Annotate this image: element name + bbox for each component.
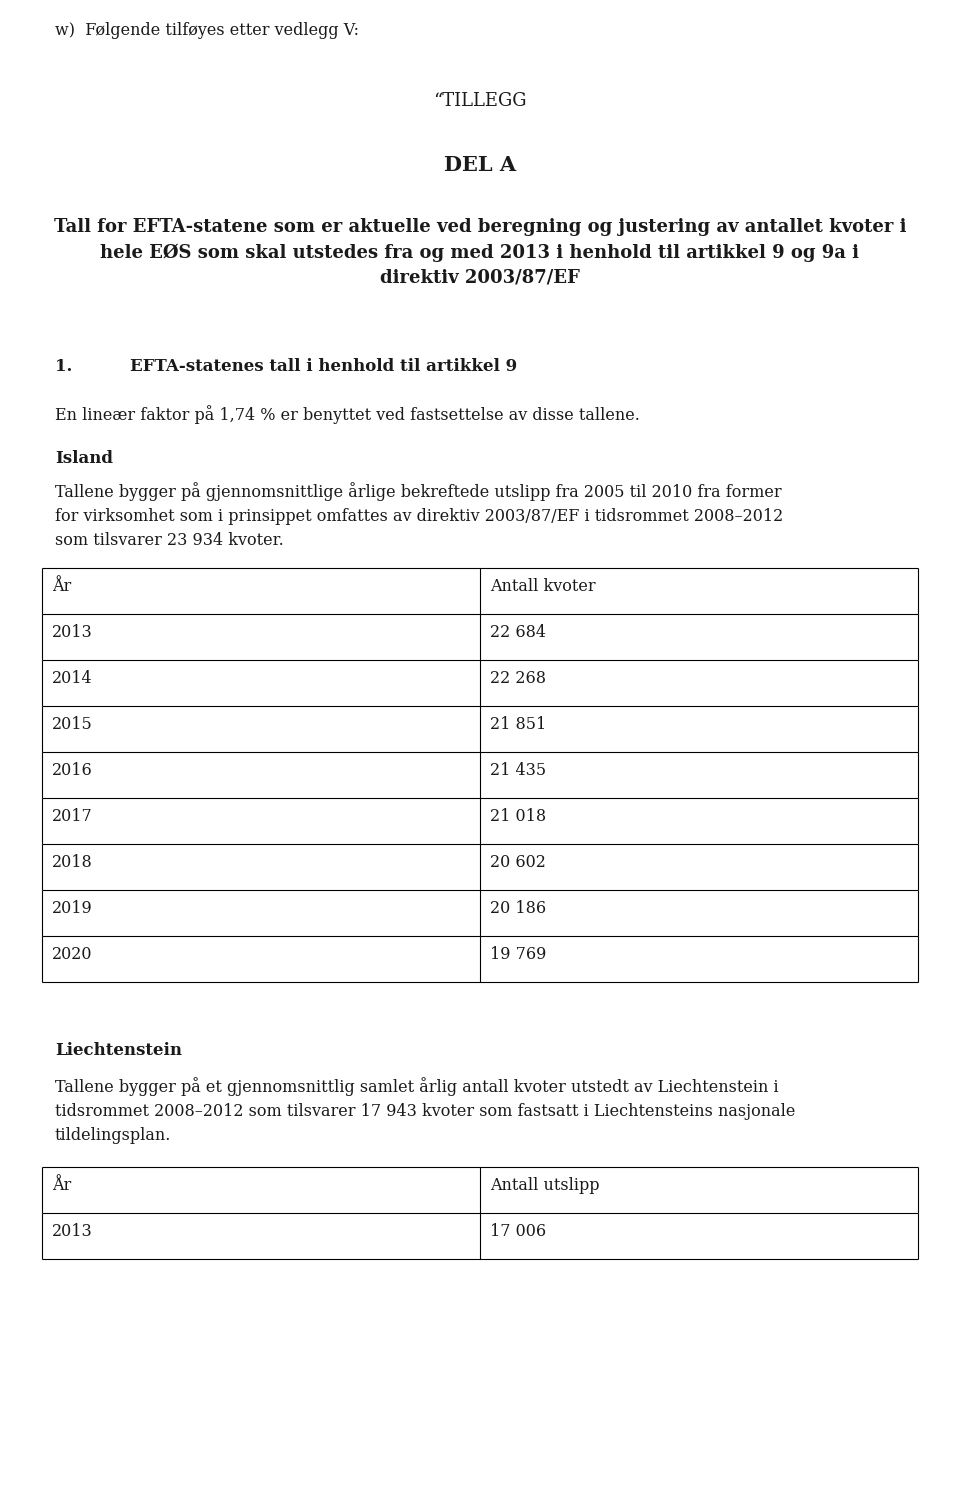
Text: Tallene bygger på gjennomsnittlige årlige bekreftede utslipp fra 2005 til 2010 f: Tallene bygger på gjennomsnittlige årlig… xyxy=(55,483,783,549)
Text: Liechtenstein: Liechtenstein xyxy=(55,1042,182,1059)
Text: 22 684: 22 684 xyxy=(490,624,546,642)
Text: 19 769: 19 769 xyxy=(490,946,546,962)
Text: “TILLEGG: “TILLEGG xyxy=(433,92,527,110)
Text: EFTA-statenes tall i henhold til artikkel 9: EFTA-statenes tall i henhold til artikke… xyxy=(130,358,517,376)
Text: 1.: 1. xyxy=(55,358,72,376)
Text: DEL A: DEL A xyxy=(444,154,516,175)
Text: 20 186: 20 186 xyxy=(490,900,546,918)
Text: 17 006: 17 006 xyxy=(490,1224,546,1240)
Text: 20 602: 20 602 xyxy=(490,854,546,872)
Text: År: År xyxy=(52,578,71,595)
Text: w)  Følgende tilføyes etter vedlegg V:: w) Følgende tilføyes etter vedlegg V: xyxy=(55,22,359,39)
Text: Island: Island xyxy=(55,450,113,466)
Text: 2013: 2013 xyxy=(52,624,93,642)
Text: 21 851: 21 851 xyxy=(490,716,546,734)
Text: 21 018: 21 018 xyxy=(490,808,546,826)
Text: 2020: 2020 xyxy=(52,946,92,962)
Text: 2016: 2016 xyxy=(52,762,93,780)
Text: En lineær faktor på 1,74 % er benyttet ved fastsettelse av disse tallene.: En lineær faktor på 1,74 % er benyttet v… xyxy=(55,405,640,423)
Text: 2014: 2014 xyxy=(52,670,92,688)
Text: 2015: 2015 xyxy=(52,716,93,734)
Text: År: År xyxy=(52,1178,71,1194)
Text: Tall for EFTA-statene som er aktuelle ved beregning og justering av antallet kvo: Tall for EFTA-statene som er aktuelle ve… xyxy=(54,218,906,287)
Text: Tallene bygger på et gjennomsnittlig samlet årlig antall kvoter utstedt av Liech: Tallene bygger på et gjennomsnittlig sam… xyxy=(55,1077,796,1145)
Text: 2019: 2019 xyxy=(52,900,93,918)
Text: Antall kvoter: Antall kvoter xyxy=(490,578,595,595)
Text: 2013: 2013 xyxy=(52,1224,93,1240)
Text: Antall utslipp: Antall utslipp xyxy=(490,1178,599,1194)
Text: 21 435: 21 435 xyxy=(490,762,546,780)
Text: 2017: 2017 xyxy=(52,808,93,826)
Text: 22 268: 22 268 xyxy=(490,670,546,688)
Text: 2018: 2018 xyxy=(52,854,93,872)
